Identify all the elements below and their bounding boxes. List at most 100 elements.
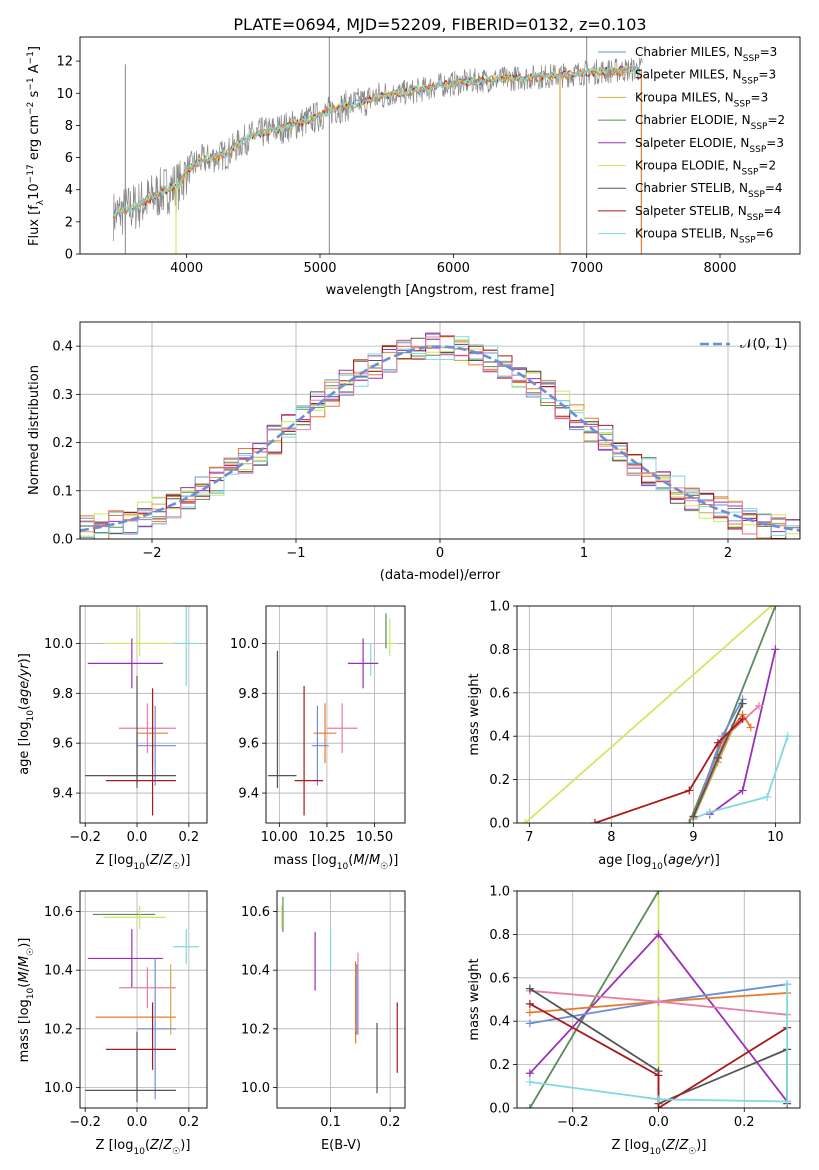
x-tick-label: 10 [767, 830, 784, 845]
panel-8: −0.2 0.0 0.2 0.0 0.2 0.4 0.6 0.8 1.0 mass weight Z… [467, 885, 801, 1157]
legend-entry: Kroupa STELIB, NSSP=6 [635, 227, 773, 246]
panel-6: −0.2 0.0 0.2 10.0 10.2 10.4 10.6 Z [log10(Z/Z☉)… [17, 890, 208, 1157]
y-tick-label: 0 [65, 248, 73, 263]
x-tick-label: 7000 [570, 261, 603, 276]
plot-area [112, 37, 643, 254]
plus-marker [713, 738, 722, 747]
x-tick-label: 8 [607, 830, 615, 845]
y-tick-label: 9.8 [52, 687, 73, 702]
axes-frame [79, 36, 801, 255]
axes-frame [79, 890, 208, 1109]
plus-marker [783, 980, 792, 989]
x-axis-label: age [log10(age/yr)] [598, 853, 720, 872]
plus-marker [738, 786, 747, 795]
y-tick-label: 9.4 [52, 787, 73, 802]
model-spectrum [113, 65, 640, 219]
y-tick-label: 2 [65, 215, 73, 230]
legend-entry: Salpeter ELODIE, NSSP=3 [635, 136, 784, 155]
plus-marker [705, 808, 714, 817]
x-axis-label: Z [log10(Z/Z☉)] [96, 1138, 191, 1157]
plus-marker [525, 1019, 534, 1028]
y-tick-label: 8 [65, 119, 73, 134]
legend-entry: Salpeter MILES, NSSP=3 [635, 68, 776, 87]
plus-marker [738, 699, 747, 708]
y-tick-label: 0.6 [489, 686, 510, 701]
y-tick-label: 10.6 [44, 905, 73, 920]
plus-marker [525, 999, 534, 1008]
plus-marker [654, 997, 663, 1006]
x-tick-label: 1 [580, 546, 588, 561]
y-axis-label: Normed distribution [27, 365, 42, 495]
y-tick-label: 0.4 [52, 340, 73, 355]
panel-7: 0.1 0.2 10.0 10.2 10.4 10.6 E(B-V) [241, 890, 406, 1153]
y-tick-label: 0.2 [489, 1058, 510, 1073]
x-axis-label: wavelength [Angstrom, rest frame] [326, 283, 555, 298]
x-tick-label: −2 [142, 546, 161, 561]
plus-marker [689, 812, 698, 821]
y-tick-label: 9.6 [238, 737, 259, 752]
spectrum-data [112, 57, 643, 242]
plus-marker [654, 930, 663, 939]
plus-marker [590, 819, 599, 823]
x-tick-label: −1 [286, 546, 305, 561]
plot-area [80, 332, 800, 539]
x-tick-label: −0.2 [557, 1115, 589, 1130]
x-tick-label: 4000 [170, 261, 203, 276]
plus-marker [783, 732, 792, 741]
y-tick-label: 0.1 [52, 484, 73, 499]
y-tick-label: 1.0 [489, 600, 510, 615]
y-tick-label: 10.0 [241, 1081, 270, 1096]
gaussian-curve [80, 345, 800, 532]
series-line [529, 891, 660, 1108]
axes-frame [265, 605, 406, 824]
x-axis-label: Z [log10(Z/Z☉)] [612, 1138, 707, 1157]
x-tick-label: 10.50 [356, 830, 393, 845]
plot-area [521, 606, 792, 823]
x-tick-label: 6000 [437, 261, 470, 276]
plus-marker [525, 984, 534, 993]
y-tick-label: 6 [65, 151, 73, 166]
y-tick-label: 4 [65, 183, 73, 198]
y-tick-label: 1.0 [489, 885, 510, 900]
x-tick-label: 10.25 [308, 830, 345, 845]
plus-marker [685, 786, 694, 795]
x-tick-label: 5000 [303, 261, 336, 276]
x-tick-label: 0.2 [179, 1115, 200, 1130]
legend-entry: Chabrier ELODIE, NSSP=2 [635, 113, 785, 132]
plus-marker [525, 1104, 534, 1108]
panel-3: −0.2 0.0 0.2 9.4 9.6 9.8 10.0 Z [log10(Z/Z☉)] ag… [17, 605, 208, 872]
y-tick-label: 0.8 [489, 928, 510, 943]
plus-marker [654, 891, 663, 895]
y-tick-label: 0.8 [489, 643, 510, 658]
x-tick-label: 0.2 [380, 1115, 401, 1130]
axes-frame [516, 605, 801, 824]
y-axis-label: age [log10(age/yr)] [17, 653, 36, 775]
y-axis-label: Flux [fλ10−17 erg cm−2 s−1 A−1] [26, 46, 46, 246]
plot-area [267, 613, 396, 816]
x-axis-label: (data-model)/error [380, 568, 501, 583]
legend-entry: Chabrier MILES, NSSP=3 [635, 45, 777, 64]
y-tick-label: 0.2 [489, 773, 510, 788]
x-tick-label: 9 [689, 830, 697, 845]
plot-area [281, 896, 398, 1094]
plus-marker [738, 714, 747, 723]
y-tick-label: 10.0 [230, 637, 259, 652]
legend-entry: Kroupa MILES, NSSP=3 [635, 90, 768, 109]
x-tick-label: 0.2 [734, 1115, 755, 1130]
x-tick-label: 0.0 [127, 1115, 148, 1130]
x-tick-label: 0.1 [320, 1115, 341, 1130]
x-tick-label: −0.2 [69, 1115, 101, 1130]
figure-title: PLATE=0694, MJD=52209, FIBERID=0132, z=0… [233, 15, 646, 34]
plus-marker [763, 792, 772, 801]
series-line [529, 1003, 788, 1108]
y-tick-label: 10.2 [44, 1022, 73, 1037]
x-axis-label: Z [log10(Z/Z☉)] [96, 853, 191, 872]
panel-4: 10.00 10.25 10.50 9.4 9.6 9.8 10.0 mass [log10(… [230, 605, 406, 872]
plus-marker [685, 819, 694, 823]
y-tick-label: 0.2 [52, 436, 73, 451]
y-tick-label: 9.6 [52, 737, 73, 752]
plus-marker [525, 1008, 534, 1017]
plus-marker [654, 1071, 663, 1080]
legend-entry: Chabrier STELIB, NSSP=4 [635, 181, 783, 200]
